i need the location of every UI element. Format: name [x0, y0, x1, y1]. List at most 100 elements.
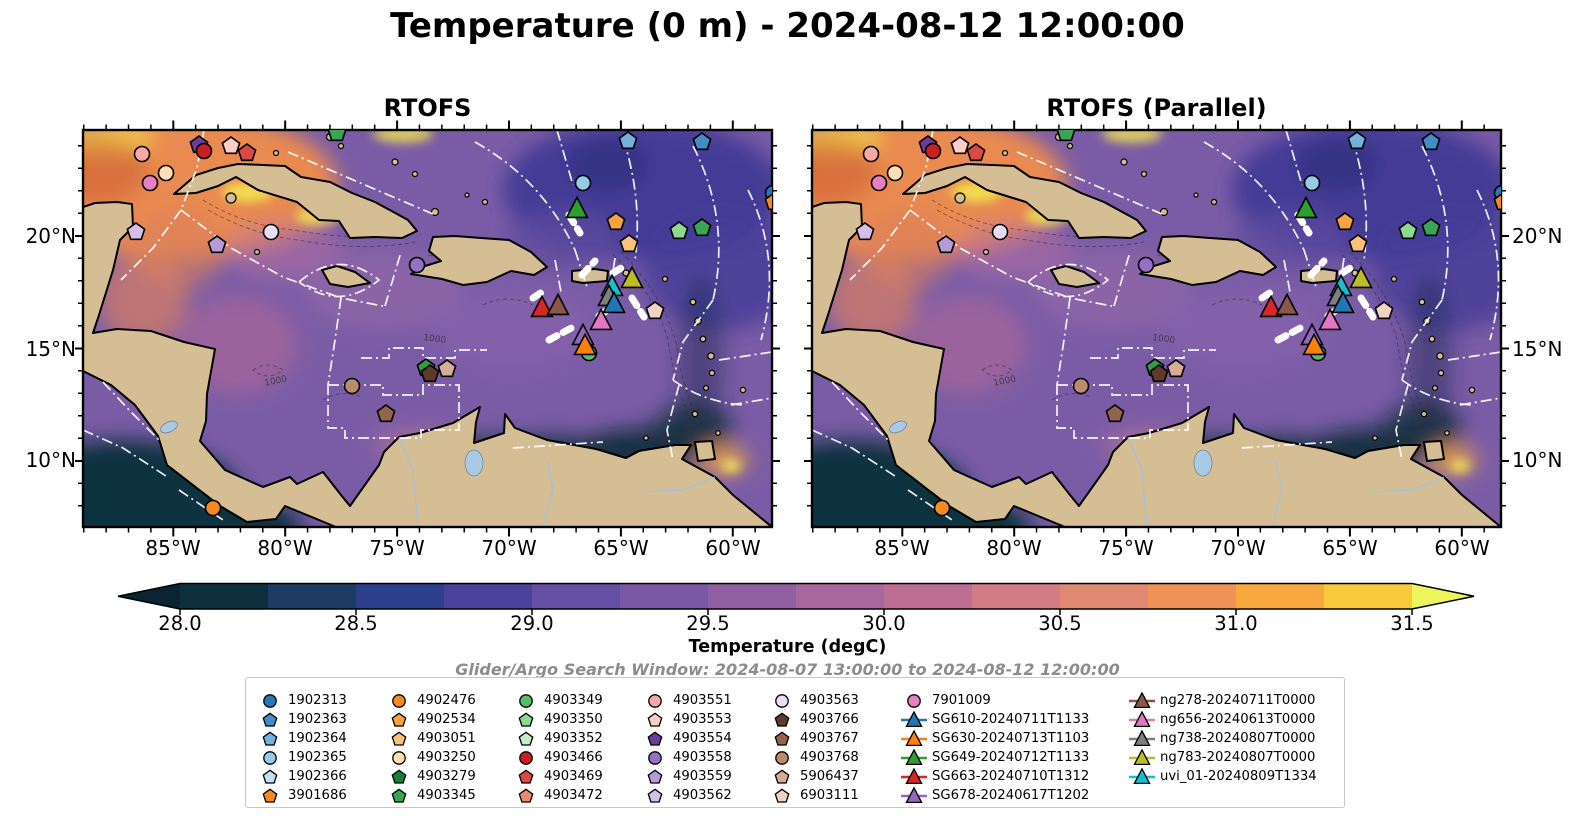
- legend-item-4903250: 4903250: [386, 748, 476, 767]
- legend-item-1902366: 1902366: [257, 767, 347, 786]
- legend-marker-icon: [647, 712, 663, 727]
- legend-item-4903768: 4903768: [769, 748, 859, 767]
- legend-label: 5906437: [800, 769, 859, 784]
- map-rtofs-canvas: [83, 130, 772, 527]
- legend-item-4903563: 4903563: [769, 691, 859, 710]
- map-title-rtofs: RTOFS: [383, 94, 472, 122]
- legend-label: 4903250: [417, 750, 476, 765]
- legend-label: 4903553: [673, 712, 732, 727]
- legend-item-4903766: 4903766: [769, 710, 859, 729]
- xtick-75w-left: 75°W: [369, 536, 425, 560]
- xtick-85w-right: 85°W: [874, 536, 930, 560]
- legend-marker-icon: [391, 712, 407, 727]
- legend-label: 4903345: [417, 788, 476, 803]
- legend-marker-icon: [1129, 730, 1155, 747]
- legend-label: 1902364: [288, 731, 347, 746]
- legend-label: 4903558: [673, 750, 732, 765]
- legend-item-SG678-20240617T1202: SG678-20240617T1202: [901, 786, 1089, 805]
- cbtick-29.0: 29.0: [510, 612, 554, 635]
- colorbar: [117, 582, 1475, 615]
- cbtick-28.0: 28.0: [158, 612, 202, 635]
- map-marker-4903563: [262, 223, 280, 241]
- legend-item-4903279: 4903279: [386, 767, 476, 786]
- legend-item-4903349: 4903349: [513, 691, 603, 710]
- legend-marker-icon: [774, 712, 790, 727]
- map-marker-4902534: [606, 212, 626, 231]
- legend-item-4903051: 4903051: [386, 729, 476, 748]
- legend-item-4903345: 4903345: [386, 786, 476, 805]
- legend-item-4903469: 4903469: [513, 767, 603, 786]
- legend-marker-icon: [901, 730, 927, 747]
- cbtick-31.0: 31.0: [1214, 612, 1258, 635]
- map-marker-ng783-20240807T0000: [620, 265, 644, 289]
- legend-label: 4903766: [800, 712, 859, 727]
- map-marker-1902364: [618, 131, 638, 150]
- legend-label: ng783-20240807T0000: [1160, 750, 1316, 765]
- legend-marker-icon: [392, 751, 406, 765]
- map-title-rtofs-parallel: RTOFS (Parallel): [1046, 94, 1267, 122]
- ytick-20n-right: 20°N: [1512, 224, 1563, 248]
- legend-marker-icon: [901, 749, 927, 766]
- map-marker-4903345: [1056, 130, 1076, 142]
- legend-marker-icon: [518, 731, 534, 746]
- xtick-80w-left: 80°W: [257, 536, 313, 560]
- map-marker-SG630-20240713T1103: [1302, 332, 1326, 356]
- legend-label: 4903768: [800, 750, 859, 765]
- legend-item-1902363: 1902363: [257, 710, 347, 729]
- legend-label: 4903349: [544, 693, 603, 708]
- legend-label: 1902363: [288, 712, 347, 727]
- map-marker-4903469: [237, 143, 257, 162]
- legend-marker-icon: [774, 731, 790, 746]
- legend-item-3901686: 3901686: [257, 786, 347, 805]
- map-marker-SG663-20240710T1312: [530, 294, 554, 318]
- legend-label: SG678-20240617T1202: [932, 788, 1090, 803]
- legend-marker-icon: [391, 788, 407, 803]
- legend-item-4903767: 4903767: [769, 729, 859, 748]
- page-title: Temperature (0 m) - 2024-08-12 12:00:00: [390, 6, 1185, 46]
- xtick-60w-right: 60°W: [1434, 536, 1490, 560]
- xtick-85w-left: 85°W: [145, 536, 201, 560]
- map-rtofs-parallel: [812, 130, 1501, 527]
- map-marker-4903767: [1105, 404, 1125, 423]
- map-marker-ng656-20240613T0000: [1318, 307, 1342, 331]
- map-marker-4903250: [886, 164, 904, 182]
- legend-item-ng278-20240711T0000: ng278-20240711T0000: [1129, 691, 1315, 710]
- legend-marker-icon: [391, 769, 407, 784]
- legend-item-4903352: 4903352: [513, 729, 603, 748]
- ytick-15n-right: 15°N: [1512, 337, 1563, 361]
- legend-marker-icon: [648, 694, 662, 708]
- map-marker-1902363: [1421, 132, 1441, 151]
- legend-label: SG649-20240712T1133: [932, 750, 1090, 765]
- legend-item-4902534: 4902534: [386, 710, 476, 729]
- legend-marker-icon: [647, 731, 663, 746]
- map-marker-4903553: [221, 136, 241, 155]
- legend-item-ng656-20240613T0000: ng656-20240613T0000: [1129, 710, 1315, 729]
- ytick-20n-left: 20°N: [25, 224, 76, 248]
- legend-marker-icon: [648, 751, 662, 765]
- legend-label: SG610-20240711T1133: [932, 712, 1090, 727]
- legend-item-SG630-20240713T1103: SG630-20240713T1103: [901, 729, 1089, 748]
- xtick-60w-left: 60°W: [705, 536, 761, 560]
- map-marker-SG663-20240710T1312: [1259, 294, 1283, 318]
- cbtick-28.5: 28.5: [334, 612, 378, 635]
- legend-item-1902313: 1902313: [257, 691, 347, 710]
- legend-marker-icon: [1129, 768, 1155, 785]
- legend-label: 4903472: [544, 788, 603, 803]
- legend-marker-icon: [647, 769, 663, 784]
- map-marker-4903051: [1348, 234, 1368, 253]
- xtick-65w-left: 65°W: [593, 536, 649, 560]
- legend-marker-icon: [901, 787, 927, 804]
- legend-item-uvi_01-20240809T1334: uvi_01-20240809T1334: [1129, 767, 1317, 786]
- colorbar-label: Temperature (degC): [688, 637, 887, 657]
- map-marker-4903558: [1137, 256, 1155, 274]
- legend-marker-icon: [391, 731, 407, 746]
- legend-marker-icon: [774, 788, 790, 803]
- map-marker-3901686: [1493, 193, 1501, 211]
- legend-marker-icon: [263, 694, 277, 708]
- map-marker-ng278-20240711T0000: [546, 292, 570, 316]
- map-marker-SG610-20240711T1133: [602, 290, 626, 314]
- cbtick-30.0: 30.0: [862, 612, 906, 635]
- legend-marker-icon: [262, 788, 278, 803]
- legend-label: ng656-20240613T0000: [1160, 712, 1316, 727]
- legend-marker-icon: [263, 751, 277, 765]
